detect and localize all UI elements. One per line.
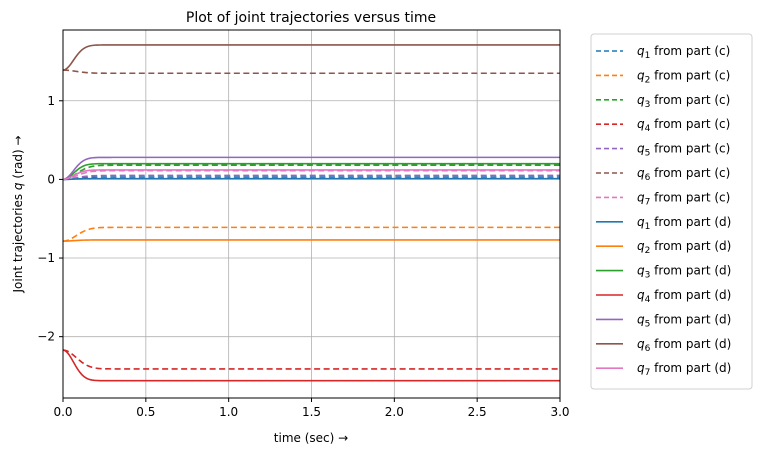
- legend-entry: q5 from part (d): [637, 312, 731, 329]
- x-tick-label: 0.5: [136, 405, 155, 419]
- legend-entry: q4 from part (d): [637, 288, 731, 305]
- legend-frame: [590, 33, 753, 390]
- series-line-d-q3: [63, 162, 560, 181]
- series-line-c-q5: [63, 174, 560, 181]
- series-line-d-q2: [63, 239, 560, 242]
- legend-entry: q2 from part (d): [637, 239, 731, 256]
- series-line-c-q2: [63, 226, 560, 242]
- legend-entry: q7 from part (d): [637, 361, 731, 378]
- y-tick-label: −1: [37, 251, 55, 265]
- x-tick-label: 1.0: [219, 405, 238, 419]
- x-tick-label: 2.0: [385, 405, 404, 419]
- chart-title: Plot of joint trajectories versus time: [186, 10, 436, 26]
- series-line-c-q4: [63, 349, 560, 370]
- grid: [62, 30, 561, 398]
- legend-entry: q1 from part (c): [637, 44, 730, 61]
- legend-entry: q2 from part (c): [637, 68, 730, 85]
- series-line-d-q5: [63, 156, 560, 181]
- y-tick-label: 0: [47, 172, 55, 186]
- y-tick-label: −2: [37, 330, 55, 344]
- x-tick-label: 2.5: [468, 405, 487, 419]
- legend: q1 from part (c) q2 from part (c) q3 from …: [590, 33, 753, 390]
- legend-entry: q4 from part (c): [637, 117, 730, 134]
- legend-entry: q6 from part (d): [637, 337, 731, 354]
- series-lines: [63, 44, 560, 382]
- series-line-d-q7: [63, 169, 560, 181]
- legend-entry: q5 from part (c): [637, 142, 730, 159]
- series-line-d-q6: [63, 44, 560, 71]
- series-line-d-q4: [63, 349, 560, 382]
- series-line-c-q1: [63, 176, 560, 181]
- series-line-c-q6: [63, 69, 560, 75]
- legend-entry: q6 from part (c): [637, 166, 730, 183]
- legend-entry: q3 from part (c): [637, 93, 730, 110]
- x-tick-label: 3.0: [550, 405, 569, 419]
- y-tick-label: 1: [47, 94, 55, 108]
- x-tick-label: 1.5: [302, 405, 321, 419]
- legend-entry: q3 from part (d): [637, 264, 731, 281]
- y-axis-label: Joint trajectories q (rad) →: [11, 136, 25, 294]
- series-line-d-q1: [63, 177, 560, 181]
- series-line-c-q3: [63, 164, 560, 181]
- x-axis-label: time (sec) →: [274, 431, 348, 445]
- axis-ticks: 0.0 0.5 1.0 1.5 2.0 2.5 3.0 −2 −1 0 1: [37, 94, 569, 419]
- x-tick-label: 0.0: [53, 405, 72, 419]
- legend-entry: q1 from part (d): [637, 215, 731, 232]
- legend-entry: q7 from part (c): [637, 190, 730, 207]
